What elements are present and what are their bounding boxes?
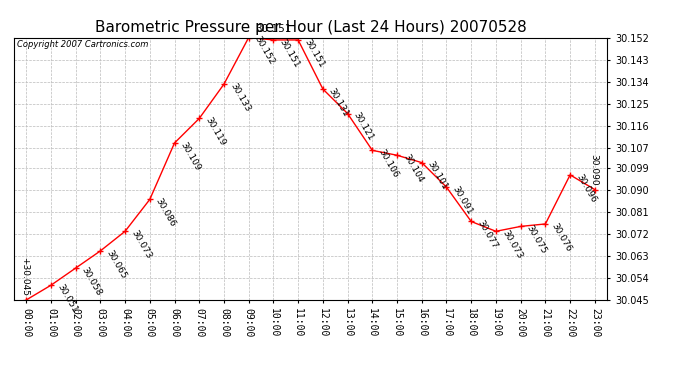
- Text: Copyright 2007 Cartronics.com: Copyright 2007 Cartronics.com: [17, 40, 148, 49]
- Text: 30.058: 30.058: [80, 266, 104, 297]
- Text: 30.065: 30.065: [104, 248, 128, 280]
- Title: Barometric Pressure per Hour (Last 24 Hours) 20070528: Barometric Pressure per Hour (Last 24 Ho…: [95, 20, 526, 35]
- Text: 30.131: 30.131: [327, 86, 351, 118]
- Text: 30.075: 30.075: [525, 224, 549, 255]
- Text: 30.101: 30.101: [426, 160, 450, 192]
- Text: 30.121: 30.121: [352, 111, 375, 142]
- Text: 30.133: 30.133: [228, 81, 252, 113]
- Text: 30.152: 30.152: [253, 35, 277, 66]
- Text: 30.073: 30.073: [500, 228, 524, 260]
- Text: 30.086: 30.086: [154, 196, 177, 228]
- Text: 30.051: 30.051: [55, 282, 79, 314]
- Text: +30.045: +30.045: [20, 257, 29, 296]
- Text: 30.073: 30.073: [129, 228, 153, 260]
- Text: 30.091: 30.091: [451, 184, 474, 216]
- Text: 30.106: 30.106: [377, 148, 400, 180]
- Text: 30.090: 30.090: [589, 154, 598, 185]
- Text: 30.076: 30.076: [549, 221, 573, 253]
- Text: 30.151: 30.151: [255, 24, 292, 34]
- Text: 30.077: 30.077: [475, 219, 499, 251]
- Text: 30.096: 30.096: [574, 172, 598, 204]
- Text: 30.151: 30.151: [277, 37, 302, 69]
- Text: 30.119: 30.119: [204, 116, 227, 148]
- Text: 30.109: 30.109: [179, 140, 202, 172]
- Text: 30.151: 30.151: [302, 37, 326, 69]
- Text: 30.104: 30.104: [401, 153, 425, 184]
